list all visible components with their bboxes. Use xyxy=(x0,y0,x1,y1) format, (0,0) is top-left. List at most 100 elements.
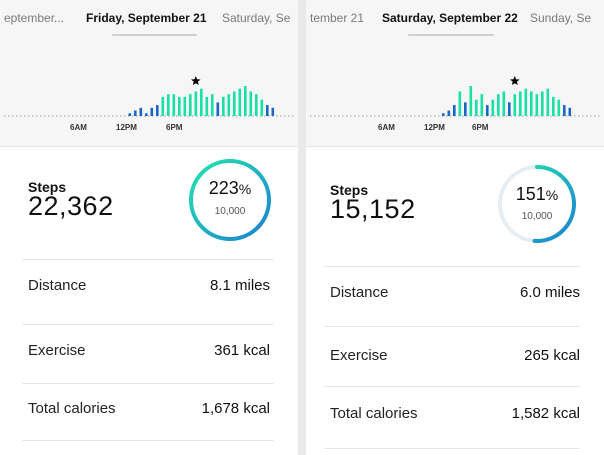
step-bar xyxy=(563,105,566,116)
divider xyxy=(0,146,298,147)
step-bar xyxy=(183,96,187,116)
goal-progress-ring xyxy=(189,159,271,241)
time-axis-label: 12PM xyxy=(424,123,445,132)
step-bar xyxy=(491,99,495,116)
ring-progress xyxy=(189,159,271,241)
date-scroll-indicator xyxy=(112,34,197,36)
steps-value: 22,362 xyxy=(28,191,114,221)
time-axis-label: 12PM xyxy=(116,123,137,132)
divider xyxy=(22,259,274,260)
divider xyxy=(22,324,274,325)
divider xyxy=(324,448,580,449)
distance-value: 6.0 miles xyxy=(519,284,580,301)
step-bar xyxy=(502,91,506,116)
step-bar xyxy=(238,88,242,116)
step-bar xyxy=(216,102,220,116)
step-bar xyxy=(475,99,478,116)
time-axis-label: 6PM xyxy=(166,123,183,132)
step-bar xyxy=(480,94,484,116)
goal-percent-number: 151 xyxy=(515,184,546,204)
panel-divider xyxy=(298,0,306,455)
hourly-steps-chart: 6AM 12PM 6PM xyxy=(4,76,294,132)
total-calories-label: Total calories xyxy=(28,400,116,417)
step-bar xyxy=(541,91,544,116)
step-bar xyxy=(530,91,533,116)
goal-percent-symbol: % xyxy=(545,187,559,203)
ring-progress xyxy=(498,165,576,243)
step-bar xyxy=(546,88,550,116)
step-bar xyxy=(233,91,236,116)
step-bar xyxy=(557,99,561,116)
distance-label: Distance xyxy=(28,277,87,294)
steps-value: 15,152 xyxy=(330,194,416,224)
step-bar xyxy=(200,88,203,116)
step-bar xyxy=(145,113,148,116)
exercise-label: Exercise xyxy=(330,347,388,364)
step-bar xyxy=(469,86,473,116)
goal-value: 10,000 xyxy=(214,206,246,217)
step-bar xyxy=(194,91,198,116)
next-date-tab[interactable]: Saturday, Se xyxy=(222,11,291,25)
step-bar xyxy=(128,113,132,116)
step-bar xyxy=(497,94,500,116)
prev-date-tab[interactable]: eptember... xyxy=(4,11,65,25)
step-bar xyxy=(519,91,522,116)
divider xyxy=(22,383,274,384)
star-icon xyxy=(510,76,520,86)
chart-background xyxy=(306,36,604,146)
step-bar xyxy=(271,107,275,116)
time-axis-label: 6PM xyxy=(472,123,489,132)
step-bar xyxy=(486,105,489,116)
divider xyxy=(324,326,580,327)
goal-percent-symbol: % xyxy=(238,181,252,197)
distance-value: 8.1 miles xyxy=(209,277,270,294)
exercise-label: Exercise xyxy=(28,342,86,359)
steps-label: Steps xyxy=(28,179,67,195)
step-bar xyxy=(249,91,253,116)
current-date-tab[interactable]: Saturday, September 22 xyxy=(382,11,518,25)
step-bar xyxy=(178,96,181,116)
step-bar xyxy=(568,107,572,116)
divider xyxy=(324,386,580,387)
steps-label: Steps xyxy=(330,182,369,198)
divider xyxy=(22,440,274,441)
date-bar: eptember... Friday, September 21 Saturda… xyxy=(0,0,298,36)
current-date-tab[interactable]: Friday, September 21 xyxy=(86,11,207,25)
step-bar xyxy=(260,99,264,116)
prev-date-tab[interactable]: tember 21 xyxy=(310,11,365,25)
step-bar xyxy=(189,94,192,116)
step-bar xyxy=(524,88,528,116)
step-bar xyxy=(172,94,176,116)
chart-background xyxy=(0,36,298,146)
goal-value: 10,000 xyxy=(521,211,553,222)
step-bar xyxy=(508,102,511,116)
next-date-tab[interactable]: Sunday, Se xyxy=(530,11,592,25)
step-bar xyxy=(167,94,170,116)
divider xyxy=(306,146,604,147)
day-panel-friday: eptember... Friday, September 21 Saturda… xyxy=(0,0,298,455)
goal-progress-ring xyxy=(498,165,576,243)
step-bar xyxy=(255,94,258,116)
divider xyxy=(324,266,580,267)
star-icon xyxy=(191,76,201,86)
step-bar xyxy=(552,96,555,116)
goal-percent-number: 223 xyxy=(208,178,239,198)
step-bar xyxy=(161,96,165,116)
step-bar xyxy=(442,113,445,116)
date-scroll-indicator xyxy=(408,34,494,36)
step-bar xyxy=(156,105,159,116)
step-bar xyxy=(453,105,456,116)
total-calories-label: Total calories xyxy=(330,405,418,422)
time-axis-label: 6AM xyxy=(378,123,395,132)
step-bar xyxy=(535,94,539,116)
step-bar xyxy=(513,94,517,116)
total-calories-value: 1,582 kcal xyxy=(511,405,580,422)
time-axis-label: 6AM xyxy=(70,123,87,132)
step-bar xyxy=(447,110,451,116)
step-bar xyxy=(266,105,269,116)
date-bar: tember 21 Saturday, September 22 Sunday,… xyxy=(306,0,604,36)
distance-label: Distance xyxy=(330,284,389,301)
total-calories-value: 1,678 kcal xyxy=(201,400,270,417)
step-bar xyxy=(458,91,462,116)
step-bar xyxy=(150,107,154,116)
